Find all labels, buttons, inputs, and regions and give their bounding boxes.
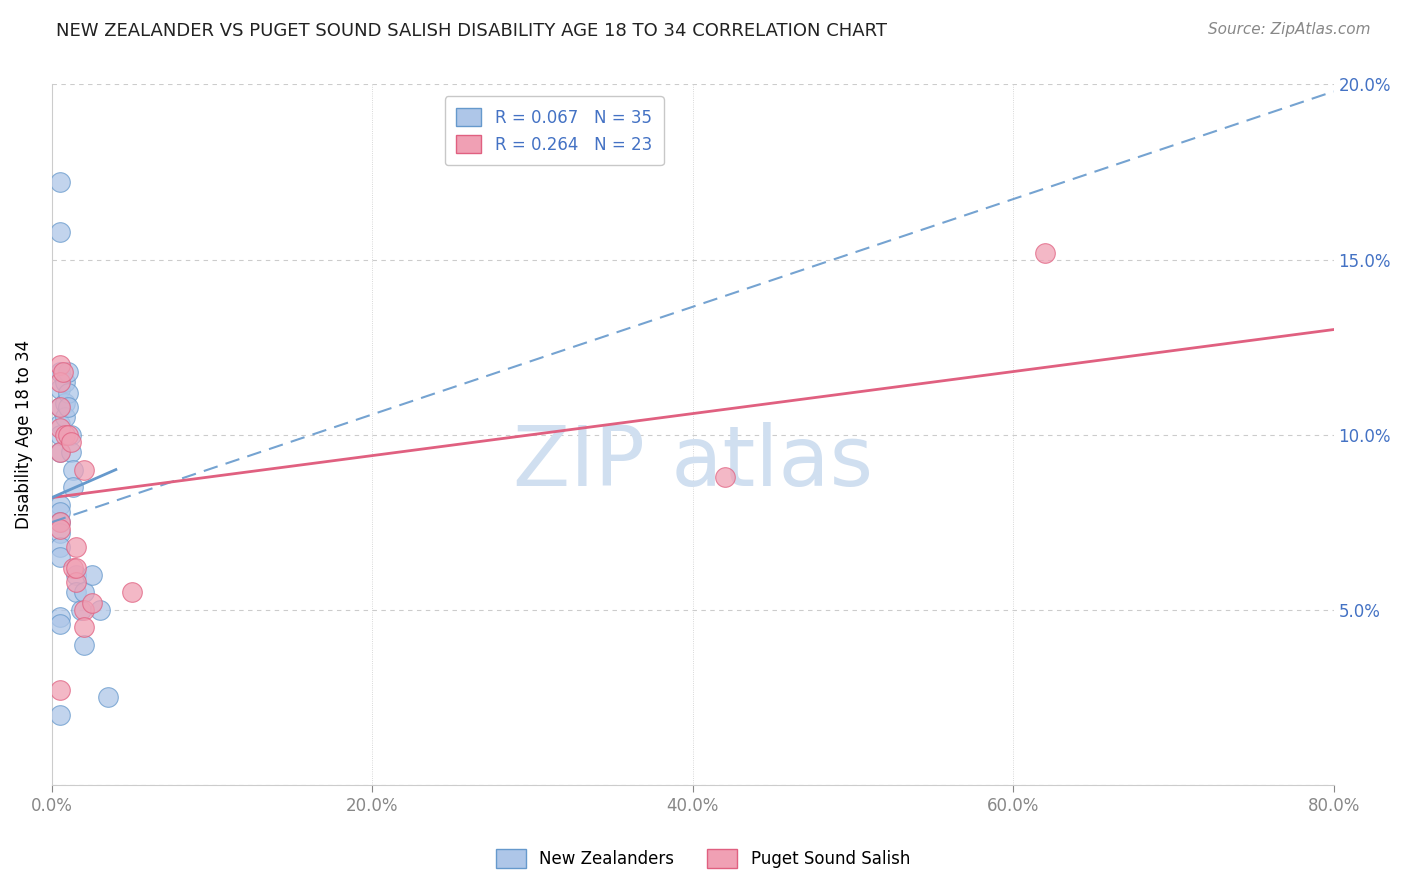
Point	[49, 540, 72, 554]
Point	[65, 560, 87, 574]
Point	[59, 434, 82, 449]
Point	[49, 616, 72, 631]
Point	[49, 382, 72, 396]
Point	[49, 525, 72, 540]
Point	[65, 585, 87, 599]
Point	[89, 602, 111, 616]
Point	[56, 365, 79, 379]
Point	[65, 567, 87, 582]
Point	[73, 620, 96, 634]
Point	[1033, 245, 1056, 260]
Point	[65, 540, 87, 554]
Point	[49, 400, 72, 414]
Point	[53, 427, 76, 442]
Point	[56, 400, 79, 414]
Point	[49, 417, 72, 431]
Point	[121, 585, 143, 599]
Point	[49, 505, 72, 519]
Point	[49, 375, 72, 389]
Point	[49, 522, 72, 536]
Point	[80, 596, 103, 610]
Legend: New Zealanders, Puget Sound Salish: New Zealanders, Puget Sound Salish	[489, 843, 917, 875]
Point	[80, 567, 103, 582]
Point	[49, 225, 72, 239]
Point	[53, 410, 76, 425]
Point	[65, 574, 87, 589]
Point	[73, 462, 96, 476]
Point	[62, 462, 84, 476]
Text: Source: ZipAtlas.com: Source: ZipAtlas.com	[1208, 22, 1371, 37]
Point	[49, 176, 72, 190]
Point	[53, 396, 76, 410]
Point	[97, 690, 120, 705]
Point	[49, 515, 72, 529]
Point	[73, 585, 96, 599]
Point	[69, 602, 91, 616]
Point	[49, 445, 72, 459]
Point	[49, 358, 72, 372]
Point	[73, 638, 96, 652]
Legend: R = 0.067   N = 35, R = 0.264   N = 23: R = 0.067 N = 35, R = 0.264 N = 23	[444, 96, 664, 165]
Text: ZIP atlas: ZIP atlas	[513, 422, 873, 503]
Point	[56, 427, 79, 442]
Point	[49, 498, 72, 512]
Point	[59, 445, 82, 459]
Point	[49, 707, 72, 722]
Point	[713, 469, 735, 483]
Point	[53, 375, 76, 389]
Point	[49, 550, 72, 565]
Y-axis label: Disability Age 18 to 34: Disability Age 18 to 34	[15, 340, 32, 529]
Point	[59, 427, 82, 442]
Point	[49, 427, 72, 442]
Point	[56, 385, 79, 400]
Point	[49, 420, 72, 434]
Point	[62, 560, 84, 574]
Point	[49, 445, 72, 459]
Text: NEW ZEALANDER VS PUGET SOUND SALISH DISABILITY AGE 18 TO 34 CORRELATION CHART: NEW ZEALANDER VS PUGET SOUND SALISH DISA…	[56, 22, 887, 40]
Point	[49, 515, 72, 529]
Point	[49, 609, 72, 624]
Point	[49, 365, 72, 379]
Point	[49, 683, 72, 698]
Point	[52, 365, 75, 379]
Point	[62, 480, 84, 494]
Point	[73, 602, 96, 616]
Point	[49, 400, 72, 414]
